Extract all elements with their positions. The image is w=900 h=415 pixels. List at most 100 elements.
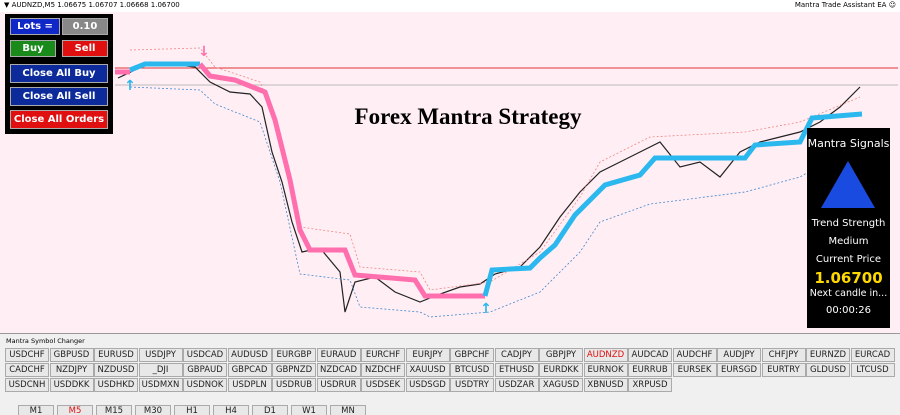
- timeframe-button[interactable]: M15: [96, 405, 132, 415]
- lower-band: [129, 86, 861, 318]
- symbol-info: ▼ AUDNZD,M5 1.06675 1.06707 1.06668 1.06…: [4, 1, 180, 9]
- changer-title: Mantra Symbol Changer: [6, 337, 85, 345]
- symbol-button[interactable]: USDSEK: [361, 378, 405, 392]
- symbol-button[interactable]: GBPNZD: [272, 363, 316, 377]
- symbol-button[interactable]: EURNOK: [583, 363, 628, 377]
- timeframe-button[interactable]: H4: [213, 405, 249, 415]
- symbol-button[interactable]: EURTRY: [761, 363, 806, 377]
- strength-label: Trend Strength: [811, 218, 886, 229]
- symbol-button[interactable]: USDHKD: [94, 378, 138, 392]
- price-path: [117, 61, 861, 313]
- symbol-button[interactable]: EURJPY: [405, 348, 450, 362]
- timeframe-button[interactable]: H1: [174, 405, 210, 415]
- signal-icon: [821, 161, 875, 208]
- symbol-button[interactable]: USDZAR: [494, 378, 539, 392]
- symbol-button[interactable]: USDRUR: [316, 378, 361, 392]
- symbol-changer: Mantra Symbol Changer USDCHF GBPUSD EURUSD…: [0, 333, 900, 415]
- symbol-button[interactable]: USDCAD: [183, 348, 227, 362]
- symbol-button[interactable]: NZDCAD: [316, 363, 361, 377]
- symbol-button[interactable]: CADCHF: [5, 363, 49, 377]
- buy-arrow: ↑: [480, 301, 492, 317]
- timeframe-button[interactable]: M1: [18, 405, 54, 415]
- timeframe-button[interactable]: M5: [57, 405, 93, 415]
- trend-line-up: [482, 111, 863, 297]
- symbol-button[interactable]: USDDKK: [49, 378, 94, 392]
- buy-arrow: ↑: [124, 78, 136, 94]
- symbol-button[interactable]: NZDUSD: [94, 363, 138, 377]
- symbol-button[interactable]: XRPUSD: [628, 378, 672, 392]
- countdown: 00:00:26: [826, 305, 871, 316]
- timeframe-button[interactable]: M30: [135, 405, 171, 415]
- symbol-button[interactable]: ETHUSD: [494, 363, 539, 377]
- close-sell-button[interactable]: Close All Sell: [10, 87, 108, 106]
- sell-arrow: ↓: [198, 44, 210, 60]
- symbol-button[interactable]: USDNOK: [183, 378, 227, 392]
- symbol-button[interactable]: BTCUSD: [450, 363, 494, 377]
- close-buy-button[interactable]: Close All Buy: [10, 64, 108, 83]
- symbol-button[interactable]: _DJI: [138, 363, 183, 377]
- symbol-button[interactable]: AUDJPY: [717, 348, 761, 362]
- signals-panel: Mantra Signals Trend Strength Medium Cur…: [807, 128, 890, 328]
- header: ▼ AUDNZD,M5 1.06675 1.06707 1.06668 1.06…: [0, 0, 900, 12]
- timeframe-button[interactable]: D1: [252, 405, 288, 415]
- symbol-button[interactable]: CHFJPY: [761, 348, 806, 362]
- trend-line-up: [129, 61, 200, 73]
- symbol-info-text: AUDNZD,M5 1.06675 1.06707 1.06668 1.0670…: [11, 1, 180, 9]
- symbol-button[interactable]: EURSGD: [717, 363, 761, 377]
- symbol-button[interactable]: NZDCHF: [361, 363, 405, 377]
- symbol-button[interactable]: AUDNZD: [583, 348, 628, 362]
- symbol-button[interactable]: EURCAD: [850, 348, 895, 362]
- symbol-button[interactable]: USDRUB: [272, 378, 316, 392]
- symbol-button[interactable]: USDSGD: [405, 378, 450, 392]
- price-value: 1.06700: [814, 269, 883, 287]
- symbol-button[interactable]: NZDJPY: [49, 363, 94, 377]
- symbol-button[interactable]: USDCHF: [5, 348, 49, 362]
- price-label: Current Price: [815, 254, 882, 265]
- symbol-button[interactable]: USDPLN: [227, 378, 272, 392]
- symbol-button[interactable]: EURDKK: [539, 363, 583, 377]
- strength-value: Medium: [828, 236, 869, 247]
- symbol-button[interactable]: EURSEK: [672, 363, 717, 377]
- sell-button[interactable]: Sell: [62, 40, 108, 57]
- symbol-button[interactable]: USDMXN: [138, 378, 183, 392]
- symbol-button[interactable]: EURRUB: [628, 363, 672, 377]
- symbol-button[interactable]: USDCNH: [5, 378, 49, 392]
- symbol-button[interactable]: GBPCAD: [227, 363, 272, 377]
- symbol-button[interactable]: EURGBP: [272, 348, 316, 362]
- symbol-button[interactable]: XBNUSD: [583, 378, 628, 392]
- symbol-button[interactable]: EURAUD: [316, 348, 361, 362]
- symbol-button[interactable]: GBPJPY: [539, 348, 583, 362]
- symbol-button[interactable]: GLDUSD: [806, 363, 850, 377]
- symbol-button[interactable]: AUDCHF: [672, 348, 717, 362]
- signals-title: Mantra Signals: [807, 137, 890, 150]
- close-all-button[interactable]: Close All Orders: [10, 110, 108, 129]
- symbol-button[interactable]: GBPCHF: [450, 348, 494, 362]
- upper-band: [129, 47, 861, 291]
- symbol-button[interactable]: USDJPY: [138, 348, 183, 362]
- symbol-button[interactable]: XAGUSD: [539, 378, 583, 392]
- chart-bg: [0, 12, 900, 333]
- ea-name: Mantra Trade Assistant EA ☺: [794, 1, 896, 9]
- trade-panel: Lots = 0.10 Buy Sell Close All Buy Close…: [5, 14, 113, 134]
- timeframe-button[interactable]: W1: [291, 405, 327, 415]
- symbol-button[interactable]: LTCUSD: [850, 363, 895, 377]
- symbol-button[interactable]: EURNZD: [806, 348, 850, 362]
- symbol-button[interactable]: GBPUSD: [49, 348, 94, 362]
- symbol-button[interactable]: CADJPY: [494, 348, 539, 362]
- next-label: Next candle in...: [809, 288, 888, 299]
- lots-label: Lots =: [10, 18, 60, 35]
- chart-title: Forex Mantra Strategy: [355, 104, 582, 129]
- symbol-button[interactable]: AUDCAD: [628, 348, 672, 362]
- symbol-button[interactable]: GBPAUD: [183, 363, 227, 377]
- trend-line-down: [198, 62, 485, 299]
- symbol-button[interactable]: AUDUSD: [227, 348, 272, 362]
- timeframe-button[interactable]: MN: [330, 405, 366, 415]
- symbol-button[interactable]: EURUSD: [94, 348, 138, 362]
- symbol-button[interactable]: EURCHF: [361, 348, 405, 362]
- price-chart: ↓ ↑ ↑ Forex Mantra Strategy: [0, 12, 900, 333]
- lots-input[interactable]: 0.10: [62, 18, 108, 35]
- buy-button[interactable]: Buy: [10, 40, 56, 57]
- symbol-button[interactable]: XAUUSD: [405, 363, 450, 377]
- symbol-button[interactable]: USDTRY: [450, 378, 494, 392]
